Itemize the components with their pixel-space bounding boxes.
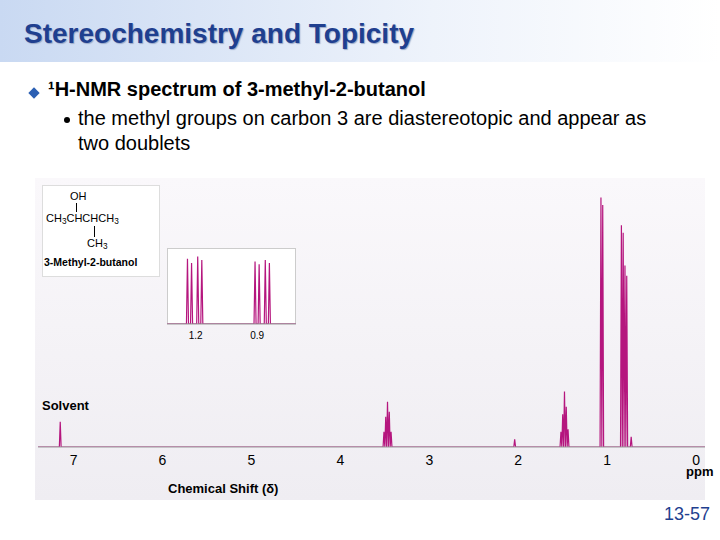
html-text:Stereochemistry and Topicity: Stereochemistry and Topicity	[24, 18, 414, 49]
svg-text:1.2: 1.2	[189, 330, 203, 340]
html-text:the methyl groups on carbon 3: the methyl groups on carbon 3 are diaste…	[78, 107, 647, 154]
html-text:ppm: ppm	[686, 464, 714, 479]
html-text:OH: OH	[70, 190, 87, 202]
html-text:CH3: CH3	[87, 237, 108, 252]
svg-text:5: 5	[248, 452, 256, 468]
svg-text:0.9: 0.9	[250, 330, 264, 340]
html-text:Chemical Shift (δ): Chemical Shift (δ)	[168, 481, 279, 496]
html-text:Solvent: Solvent	[42, 398, 89, 413]
svg-text:1: 1	[603, 452, 611, 468]
svg-text:7: 7	[70, 452, 78, 468]
svg-text:4: 4	[336, 452, 344, 468]
html-text:3-Methyl-2-butanol: 3-Methyl-2-butanol	[44, 256, 138, 268]
svg-text:6: 6	[159, 452, 167, 468]
svg-text:3: 3	[425, 452, 433, 468]
svg-text:2: 2	[514, 452, 522, 468]
svg-text:0: 0	[692, 451, 700, 468]
html-text:¹H-NMR spectrum of 3-methyl-2-: ¹H-NMR spectrum of 3-methyl-2-butanol	[48, 78, 426, 100]
html-text:13-57: 13-57	[664, 504, 710, 524]
html-text:CH3CHCHCH3: CH3CHCHCH3	[46, 212, 119, 227]
